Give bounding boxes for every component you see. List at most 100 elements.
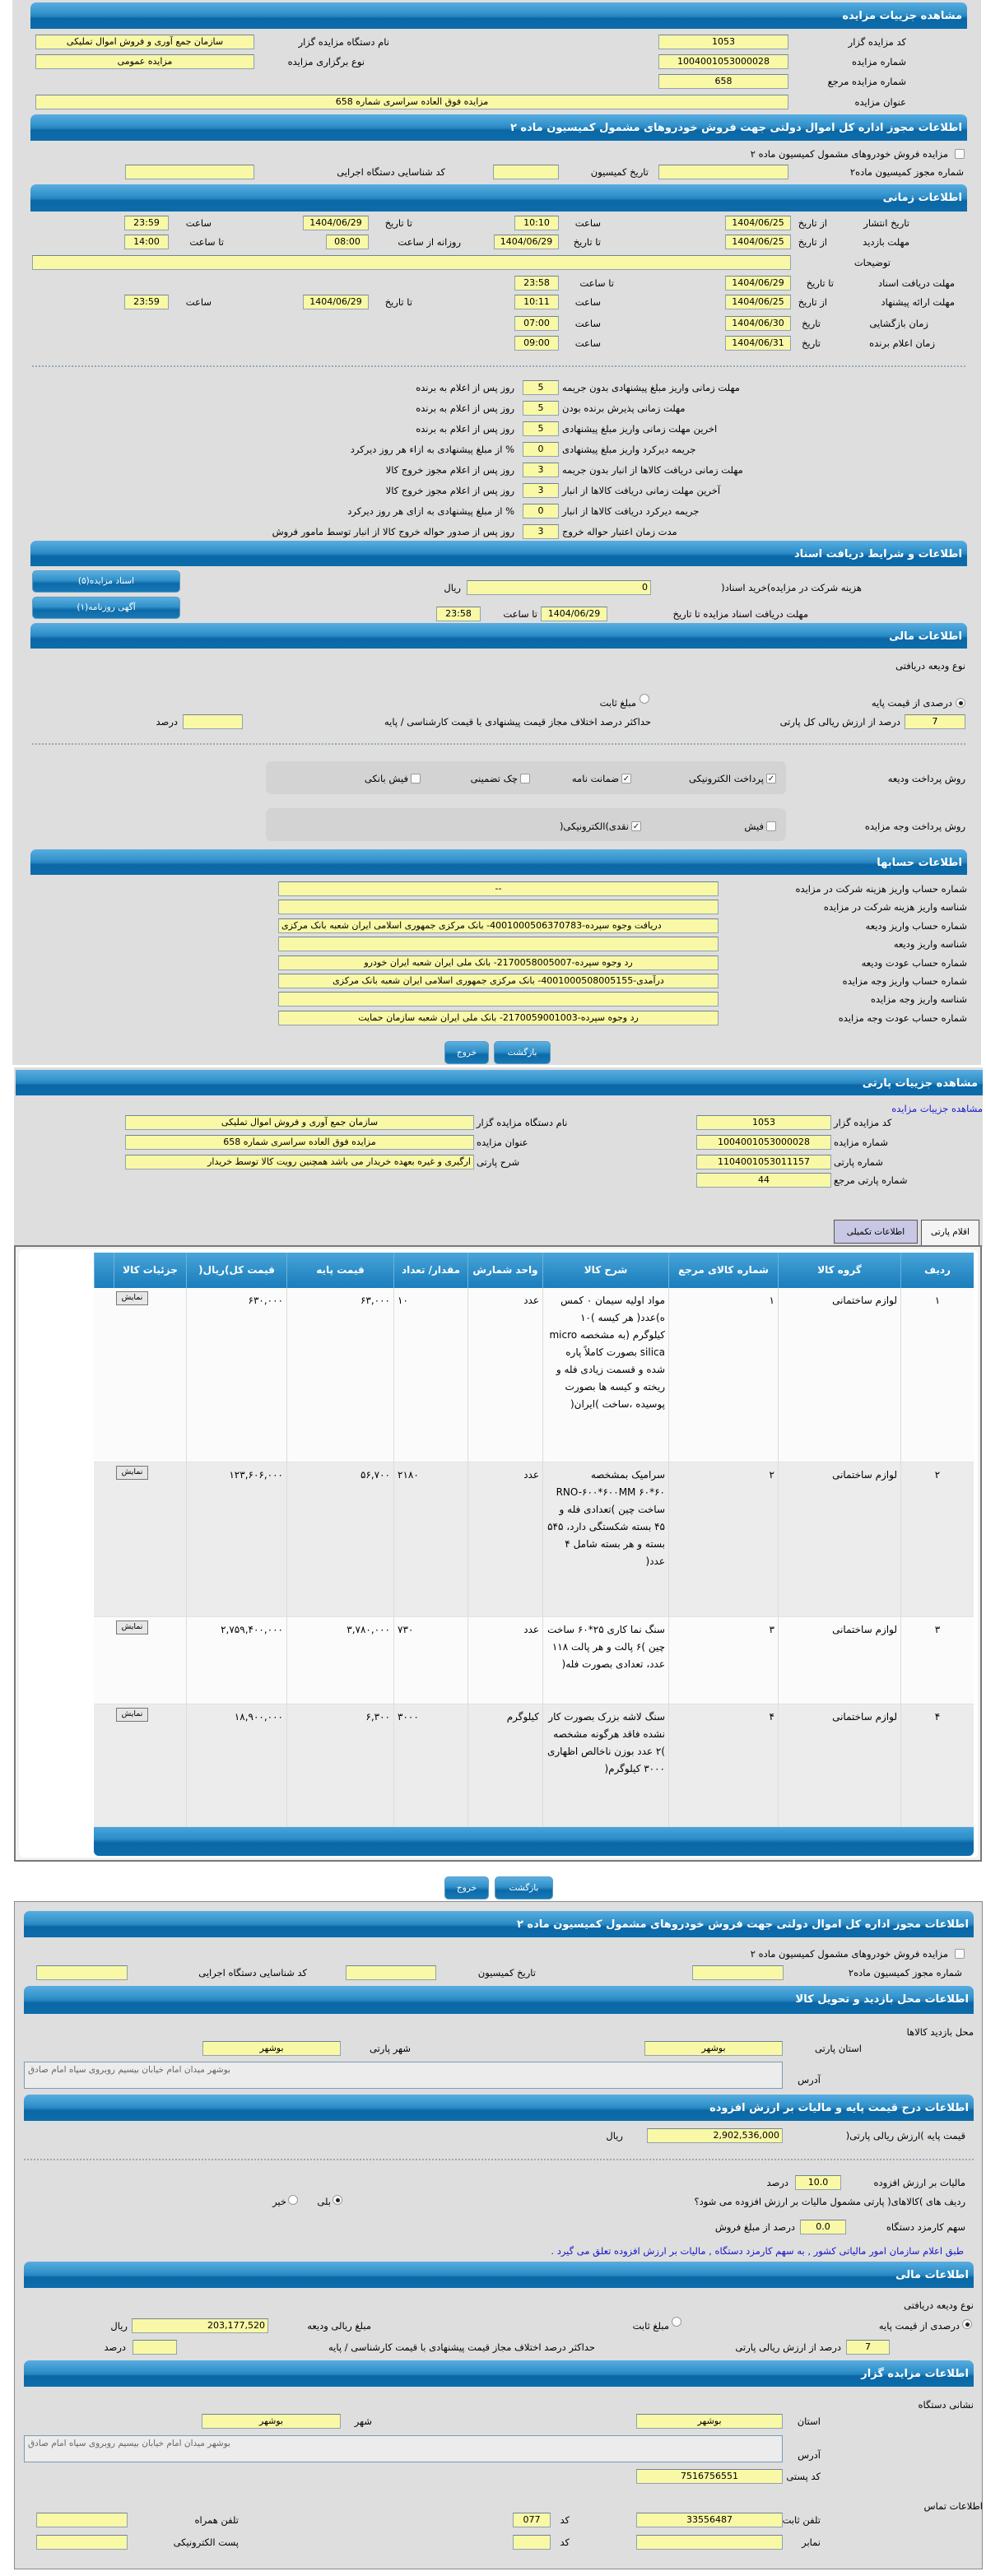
tab-parti-items[interactable]: اقلام پارتی — [921, 1220, 979, 1246]
item-details-button[interactable]: نمایش — [116, 1708, 148, 1722]
deposit-fixed-radio[interactable] — [640, 694, 649, 704]
deposit2-percent-radio[interactable] — [962, 2319, 972, 2329]
item-details-button[interactable]: نمایش — [116, 1466, 148, 1480]
visit-daily-from[interactable]: 08:00 — [326, 235, 369, 249]
offer-to-time[interactable]: 23:59 — [124, 295, 169, 309]
deposit-method-checkbox[interactable]: ✓ — [621, 774, 631, 783]
org-name-field[interactable]: سازمان جمع آوری و فروش اموال تملیکی — [35, 35, 254, 49]
vat-no-radio[interactable] — [288, 2195, 298, 2205]
rule-value-field[interactable]: 0 — [523, 504, 559, 518]
exec-code-field[interactable] — [125, 165, 254, 179]
postal-code-field[interactable]: 7516756551 — [636, 2469, 783, 2484]
offer-from-time[interactable]: 10:11 — [514, 295, 559, 309]
rule-value-field[interactable]: 5 — [523, 421, 559, 436]
auction-number-field[interactable]: 1004001053000028 — [658, 54, 788, 69]
account-field[interactable] — [278, 992, 719, 1007]
auction-documents-button[interactable]: اسناد مزایده(۵) — [32, 570, 180, 593]
org-province-field[interactable]: بوشهر — [636, 2414, 783, 2429]
auctioneer-code-field[interactable]: 1053 — [658, 35, 788, 49]
parti-number-field[interactable]: 1104001053011157 — [696, 1155, 831, 1169]
payment-method-checkbox[interactable] — [766, 821, 776, 831]
base-price-field[interactable]: 2,902,536,000 — [647, 2128, 783, 2143]
docs-deadline-time[interactable]: 23:58 — [514, 276, 559, 291]
publish-from-date[interactable]: 1404/06/25 — [725, 216, 791, 230]
auction-type-field[interactable]: مزایده عمومی — [35, 54, 254, 69]
rule-value-field[interactable]: 3 — [523, 463, 559, 477]
phone-code-field[interactable]: 077 — [513, 2513, 551, 2527]
deposit-percent-radio[interactable] — [956, 698, 965, 708]
rule-value-field[interactable]: 5 — [523, 401, 559, 416]
back-button[interactable]: بازگشت — [494, 1041, 551, 1064]
offer-to-date[interactable]: 1404/06/29 — [303, 295, 369, 309]
commission2-checkbox[interactable] — [955, 1949, 965, 1959]
rule-value-field[interactable]: 3 — [523, 524, 559, 539]
auction-details-link[interactable]: مشاهده جزییات مزایده — [891, 1103, 983, 1114]
publish-to-date[interactable]: 1404/06/29 — [303, 216, 369, 230]
docs-deadline2-time[interactable]: 23:58 — [436, 607, 481, 621]
commission-date-field[interactable] — [493, 165, 559, 179]
parti-address-field[interactable]: بوشهر میدان امام خیابان بیسیم روبروی سپا… — [24, 2062, 783, 2089]
parti-description-field[interactable]: ارگیری و غیره بعهده خریدار می باشد همچنی… — [125, 1155, 474, 1169]
deposit-method-checkbox[interactable] — [520, 774, 530, 783]
permit2-number-field[interactable] — [692, 1965, 784, 1980]
ref-number-field[interactable]: 658 — [658, 74, 788, 89]
deposit-method-checkbox[interactable]: ✓ — [766, 774, 776, 783]
parti-auction-number-field[interactable]: 1004001053000028 — [696, 1135, 831, 1150]
parti-province-field[interactable]: بوشهر — [644, 2041, 783, 2056]
parti-org-name-field[interactable]: سازمان جمع آوری و فروش اموال تملیکی — [125, 1115, 474, 1130]
auction-title-field[interactable]: مزایده فوق العاده سراسری شماره 658 — [35, 95, 788, 109]
visit-to-date[interactable]: 1404/06/29 — [494, 235, 559, 249]
exit-button-2[interactable]: خروج — [444, 1876, 489, 1899]
account-field[interactable]: رد وجوه سپرده-2170058005007- بانک ملی ای… — [278, 956, 719, 970]
max-diff2-field[interactable] — [133, 2340, 177, 2355]
fax-field[interactable] — [636, 2535, 783, 2550]
newspaper-ad-button[interactable]: آگهی روزنامه(۱) — [32, 597, 180, 619]
docs-deadline-date[interactable]: 1404/06/29 — [725, 276, 791, 291]
publish-from-time[interactable]: 10:10 — [514, 216, 559, 230]
commission2-date-field[interactable] — [346, 1965, 436, 1980]
parti-ref-field[interactable]: 44 — [696, 1173, 831, 1188]
tab-extra-info[interactable]: اطلاعات تکمیلی — [834, 1220, 918, 1244]
org-address-field[interactable]: بوشهر میدان امام خیابان بیسیم روبروی سپا… — [24, 2435, 783, 2462]
org-city-field[interactable]: بوشهر — [202, 2414, 341, 2429]
item-details-button[interactable]: نمایش — [116, 1620, 148, 1634]
opening-time[interactable]: 07:00 — [514, 316, 559, 331]
email-field[interactable] — [36, 2535, 128, 2550]
payment-method-checkbox[interactable]: ✓ — [631, 821, 641, 831]
mobile-field[interactable] — [36, 2513, 128, 2527]
vat-field[interactable]: 10.0 — [795, 2175, 841, 2190]
visit-daily-to[interactable]: 14:00 — [124, 235, 169, 249]
account-field[interactable] — [278, 900, 719, 914]
description-field[interactable] — [32, 255, 791, 270]
exec2-code-field[interactable] — [36, 1965, 128, 1980]
docs-deadline2-date[interactable]: 1404/06/29 — [541, 607, 607, 621]
item-details-button[interactable]: نمایش — [116, 1291, 148, 1305]
commission-field[interactable]: 0.0 — [800, 2220, 846, 2234]
deposit2-percent-field[interactable]: 7 — [846, 2340, 890, 2355]
commission-checkbox[interactable] — [955, 149, 965, 159]
offer-from-date[interactable]: 1404/06/25 — [725, 295, 791, 309]
permit-number-field[interactable] — [658, 165, 788, 179]
account-field[interactable]: درآمدی-4001000508005155- بانک مرکزی جمهو… — [278, 974, 719, 988]
deposit2-fixed-radio[interactable] — [672, 2317, 681, 2327]
phone-field[interactable]: 33556487 — [636, 2513, 783, 2527]
winner-date[interactable]: 1404/06/31 — [725, 336, 791, 351]
fax-code-field[interactable] — [513, 2535, 551, 2550]
back-button-2[interactable]: بازگشت — [495, 1876, 553, 1899]
exit-button[interactable]: خروج — [444, 1041, 489, 1064]
account-field[interactable]: -- — [278, 881, 719, 896]
account-field[interactable] — [278, 937, 719, 951]
rule-value-field[interactable]: 3 — [523, 483, 559, 498]
rule-value-field[interactable]: 5 — [523, 380, 559, 395]
opening-date[interactable]: 1404/06/30 — [725, 316, 791, 331]
rule-value-field[interactable]: 0 — [523, 442, 559, 457]
parti-title-field[interactable]: مزایده فوق العاده سراسری شماره 658 — [125, 1135, 474, 1150]
parti-auctioneer-code-field[interactable]: 1053 — [696, 1115, 831, 1130]
max-diff-field[interactable] — [183, 714, 243, 729]
account-field[interactable]: رد وجوه سپرده-2170059001003- بانک ملی ای… — [278, 1011, 719, 1025]
deposit2-amount-field[interactable]: 203,177,520 — [132, 2318, 268, 2333]
visit-from-date[interactable]: 1404/06/25 — [725, 235, 791, 249]
winner-time[interactable]: 09:00 — [514, 336, 559, 351]
parti-city-field[interactable]: بوشهر — [202, 2041, 341, 2056]
vat-yes-radio[interactable] — [333, 2195, 342, 2205]
